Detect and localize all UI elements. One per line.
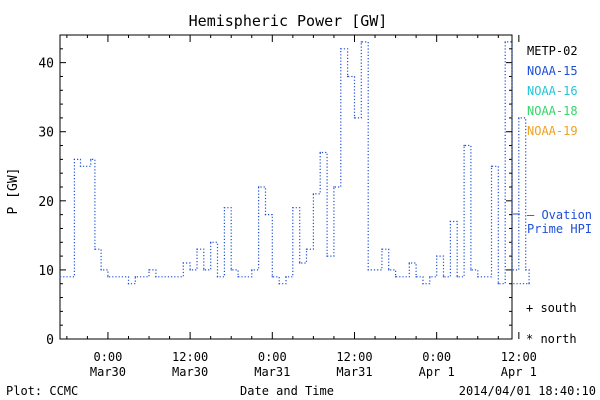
series-layer [59,41,530,285]
data-point-7 [127,283,130,285]
data-point-24 [278,283,280,285]
data-point-5 [100,269,102,271]
y-tick-label-0: 0 [46,333,54,348]
x-tick-label-time-1: 12:00 [172,350,208,364]
data-point-11 [182,262,184,264]
data-point-41 [408,262,410,264]
data-point-45 [436,255,438,257]
data-point-21 [257,186,260,188]
south-marker-label: + south [526,301,577,315]
ovation-label-line2: Prime HPI [527,222,592,236]
data-point-54 [504,41,506,43]
data-point-35 [353,117,356,119]
ovation-label-line1: — Ovation [527,208,592,222]
x-tick-label-time-0: 0:00 [93,350,122,364]
data-point-46 [442,276,445,278]
data-point-22 [264,213,267,216]
data-point-27 [299,262,301,264]
data-point-31 [326,255,328,257]
data-point-58 [528,283,530,285]
data-point-2 [79,165,82,167]
data-point-36 [360,41,362,43]
x-axis-label: Date and Time [240,384,334,398]
x-tick-label-date-1: Mar30 [172,365,208,379]
data-point-43 [422,283,424,285]
data-point-4 [94,248,96,250]
data-point-39 [388,269,390,271]
data-point-8 [134,276,136,278]
data-point-16 [216,276,219,278]
x-tick-label-time-4: 0:00 [422,350,451,364]
data-point-29 [312,193,315,195]
data-point-52 [490,165,493,167]
x-tick-label-time-5: 12:00 [501,350,537,364]
x-tick-label-date-0: Mar30 [90,365,126,379]
y-axis-label: P [GW] [6,168,21,215]
data-point-25 [285,276,287,278]
data-point-14 [203,269,205,271]
data-point-1 [73,158,76,161]
chart-title: Hemispheric Power [GW] [189,12,388,30]
x-tick-label-date-4: Apr 1 [419,365,455,379]
legend-entry-noaa-19: NOAA-19 [527,124,578,138]
plot-frame [59,34,513,340]
footer-left: Plot: CCMC [6,384,78,398]
legend-entry-noaa-16: NOAA-16 [527,84,578,98]
data-point-18 [230,269,232,271]
data-point-12 [189,269,191,271]
data-point-28 [305,248,308,250]
y-tick-label-4: 40 [38,57,54,72]
legend-entry-noaa-18: NOAA-18 [527,104,578,118]
x-tick-label-time-3: 12:00 [336,350,372,364]
data-point-33 [340,48,342,50]
x-tick-label-date-2: Mar31 [254,365,290,379]
y-tick-label-1: 10 [38,264,54,279]
data-point-9 [148,269,150,271]
north-marker-label: * north [526,332,577,346]
data-point-38 [381,248,383,250]
data-point-42 [415,276,417,278]
data-point-49 [463,144,465,147]
ovation-marker: — Ovation Prime HPI [513,208,592,236]
data-point-44 [429,276,431,278]
data-point-37 [367,269,369,271]
data-point-3 [90,158,92,161]
y-tick-label-2: 20 [38,195,54,210]
x-axis: 0:00Mar3012:00Mar300:00Mar3112:00Mar310:… [66,35,537,379]
x-tick-label-time-2: 0:00 [258,350,287,364]
data-point-19 [237,276,239,278]
data-point-50 [470,269,472,271]
data-point-32 [333,186,335,188]
series-line-noaa-15 [60,41,530,285]
legend-entry-noaa-15: NOAA-15 [527,64,578,78]
x-tick-label-date-5: Apr 1 [501,365,537,379]
data-point-23 [271,276,273,278]
legend-entry-metp-02: METP-02 [527,44,578,58]
data-point-40 [394,276,397,278]
y-tick-label-3: 30 [38,126,54,141]
data-point-0 [59,276,61,278]
data-point-51 [477,276,479,278]
data-point-34 [346,75,349,78]
data-point-17 [223,207,226,209]
legend: METP-02 NOAA-15 NOAA-16 NOAA-18 NOAA-19 [527,44,578,138]
data-point-6 [107,276,109,278]
data-point-15 [210,241,212,243]
data-point-56 [518,117,520,119]
x-tick-label-date-3: Mar31 [336,365,372,379]
data-point-13 [196,248,198,250]
data-point-47 [449,220,452,223]
data-point-30 [319,151,321,154]
data-point-26 [292,207,294,209]
data-point-55 [511,269,513,271]
data-point-53 [497,283,499,285]
data-point-10 [155,276,157,278]
data-point-48 [456,276,458,278]
y-axis: 0 10 20 30 40 [38,34,512,348]
data-point-57 [525,269,527,271]
data-point-20 [251,269,253,271]
footer-right: 2014/04/01 18:40:10 [459,384,596,398]
